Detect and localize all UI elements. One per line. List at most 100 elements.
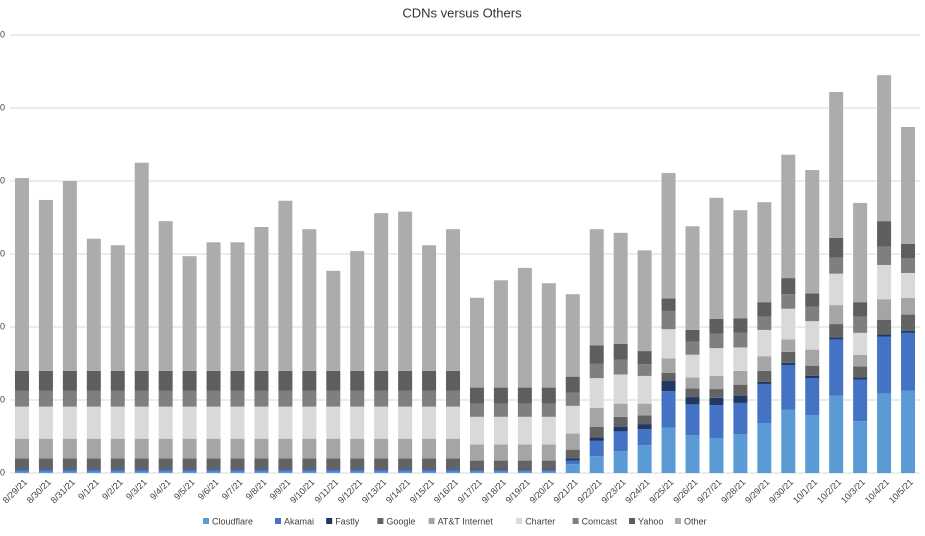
legend-label: Other — [684, 516, 707, 526]
x-tick-label: 9/25/21 — [647, 477, 675, 505]
bar-segment — [805, 365, 820, 376]
x-tick-label: 9/27/21 — [695, 477, 723, 505]
bar-segment — [661, 329, 676, 359]
bar-segment — [254, 469, 269, 472]
legend-label: Comcast — [582, 516, 618, 526]
bar-segment — [14, 468, 29, 470]
bar-segment — [326, 390, 341, 407]
x-tick-label: 9/20/21 — [528, 477, 556, 505]
bar-segment — [446, 458, 461, 469]
bar-segment — [637, 375, 652, 404]
bar-segment — [206, 390, 221, 407]
bar-segment — [493, 416, 508, 445]
x-tick-label: 9/6/21 — [196, 477, 221, 502]
bar-segment — [206, 469, 221, 472]
bar-segment — [278, 468, 293, 470]
bar-segment — [278, 471, 293, 473]
bar-segment — [541, 416, 556, 445]
bar-segment — [781, 362, 796, 365]
bar-segment — [541, 471, 556, 473]
y-tick-label: 0 — [0, 467, 5, 477]
x-tick-label: 9/2/21 — [100, 477, 125, 502]
bar-segment — [446, 370, 461, 391]
x-tick-label: 8/29/21 — [1, 477, 29, 505]
bar-segment — [853, 302, 868, 317]
bar-segment — [733, 434, 748, 473]
bar-segment — [62, 181, 77, 371]
bar-segment — [350, 458, 365, 469]
bar-segment — [901, 330, 916, 333]
bar-segment — [781, 154, 796, 279]
y-tick-label: 100 — [0, 394, 5, 404]
bar-segment — [158, 406, 173, 439]
bar-segment — [733, 402, 748, 435]
bar-segment — [134, 438, 149, 459]
bar-segment — [541, 460, 556, 470]
bar-segment — [493, 444, 508, 461]
legend-label: Charter — [525, 516, 555, 526]
bar-segment — [158, 221, 173, 371]
bar-segment — [302, 458, 317, 469]
bar-segment — [302, 438, 317, 459]
x-tick-label: 9/14/21 — [384, 477, 412, 505]
bar-segment — [709, 333, 724, 349]
bar-segment — [278, 390, 293, 407]
bar-segment — [517, 469, 532, 471]
bar-segment — [781, 339, 796, 352]
bar-segment — [541, 470, 556, 472]
bar-segment — [877, 319, 892, 335]
bar-segment — [254, 468, 269, 470]
x-tick-label: 9/1/21 — [76, 477, 101, 502]
bar-segment — [134, 370, 149, 391]
bar-segment — [398, 211, 413, 371]
x-tick-label: 9/17/21 — [456, 477, 484, 505]
bar-segment — [374, 471, 389, 473]
bar-segment — [805, 321, 820, 350]
bar-segment — [14, 469, 29, 472]
bar-segment — [901, 126, 916, 244]
bar-segment — [422, 458, 437, 469]
bar-segment — [254, 438, 269, 459]
bar-segment — [350, 390, 365, 407]
x-tick-label: 9/11/21 — [313, 477, 341, 505]
bar-segment — [38, 438, 53, 459]
bar-segment — [685, 329, 700, 342]
bar-segment — [877, 393, 892, 473]
bar-segment — [350, 469, 365, 472]
bar-segment — [781, 294, 796, 309]
bar-segment — [62, 406, 77, 439]
bar-segment — [374, 468, 389, 470]
bar-segment — [685, 377, 700, 389]
bar-segment — [86, 238, 101, 371]
bar-segment — [62, 390, 77, 407]
bar-segment — [733, 395, 748, 403]
bar-segment — [254, 370, 269, 391]
bar-segment — [805, 170, 820, 294]
bar-segment — [589, 229, 604, 346]
x-tick-label: 9/28/21 — [719, 477, 747, 505]
bar-segment — [422, 370, 437, 391]
bar-segment — [853, 332, 868, 355]
x-tick-label: 9/13/21 — [360, 477, 388, 505]
bar-segment — [589, 437, 604, 441]
bar-segment — [86, 390, 101, 407]
bar-segment — [38, 469, 53, 472]
bar-segment — [302, 406, 317, 439]
bar-segment — [637, 250, 652, 352]
bar-segment — [877, 75, 892, 222]
bar-segment — [541, 387, 556, 404]
bar-segment — [182, 469, 197, 472]
bar-segment — [326, 270, 341, 371]
bar-segment — [230, 469, 245, 472]
bar-segment — [158, 468, 173, 470]
bar-segment — [877, 264, 892, 300]
x-tick-label: 9/22/21 — [575, 477, 603, 505]
bar-segment — [182, 468, 197, 470]
bar-segment — [86, 458, 101, 469]
bar-segment — [110, 438, 125, 459]
bar-segment — [517, 460, 532, 470]
bar-segment — [134, 406, 149, 439]
bar-segment — [326, 406, 341, 439]
bar-segment — [853, 202, 868, 303]
bar-segment — [709, 437, 724, 473]
